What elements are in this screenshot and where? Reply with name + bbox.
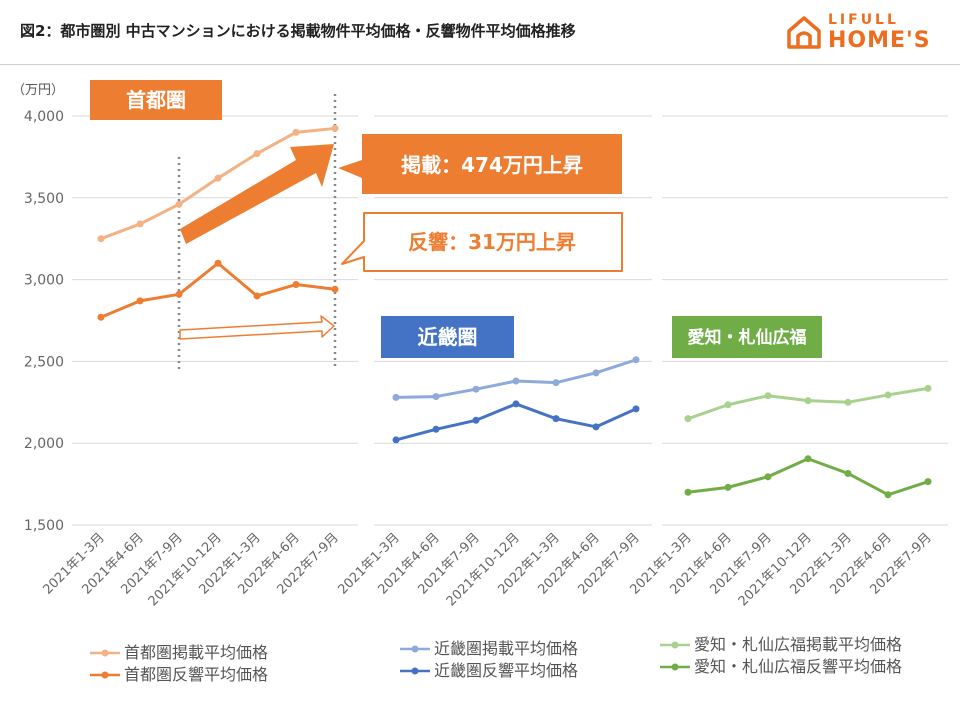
data-point xyxy=(292,281,300,289)
data-point xyxy=(472,416,480,424)
legend-item: 近畿圏掲載平均価格 xyxy=(400,638,578,660)
title-divider xyxy=(0,64,960,65)
callout-text: 掲載：474万円上昇 xyxy=(401,153,583,177)
region-label: 首都圏 xyxy=(126,88,186,112)
data-point xyxy=(392,393,400,401)
data-point xyxy=(924,384,932,392)
y-tick-label: 2,500 xyxy=(24,354,64,370)
data-point xyxy=(592,423,600,431)
y-tick-label: 3,000 xyxy=(24,273,64,289)
legend-kinki: 近畿圏掲載平均価格 近畿圏反響平均価格 xyxy=(400,638,578,682)
data-point xyxy=(331,124,339,132)
y-tick-label: 2,000 xyxy=(24,436,64,452)
legend-label: 愛知・札仙広福掲載平均価格 xyxy=(694,635,903,654)
data-point xyxy=(331,285,339,293)
data-point xyxy=(214,174,222,182)
data-point xyxy=(804,455,812,463)
data-point xyxy=(97,235,105,243)
data-point xyxy=(175,290,183,298)
series-line xyxy=(100,261,336,319)
x-tick-label: 2021年10-12月 xyxy=(444,530,523,609)
data-point xyxy=(552,415,560,423)
data-point xyxy=(684,415,692,423)
response-rise-callout: 反響：31万円上昇 xyxy=(341,212,623,272)
region-label: 愛知・札仙広福 xyxy=(688,327,807,348)
data-point xyxy=(764,473,772,481)
region-label-box xyxy=(672,316,822,358)
legend-aichi: 愛知・札仙広福掲載平均価格 愛知・札仙広福反響平均価格 xyxy=(660,634,902,678)
legend-item: 愛知・札仙広福反響平均価格 xyxy=(660,656,902,678)
arrow-shape xyxy=(180,144,334,244)
data-point xyxy=(136,297,144,305)
arrow-shape xyxy=(179,315,335,340)
data-point xyxy=(292,128,300,136)
data-point xyxy=(432,425,440,433)
logo-text-top: LIFULL xyxy=(828,12,899,28)
legend-label: 近畿圏掲載平均価格 xyxy=(434,639,579,658)
x-tick-label: 2021年10-12月 xyxy=(736,530,815,609)
region-label: 近畿圏 xyxy=(418,325,478,349)
data-point xyxy=(472,385,480,393)
region-label-box xyxy=(90,80,222,120)
region-label-box xyxy=(381,316,514,358)
data-point xyxy=(97,313,105,321)
logo-text-bottom: HOME'S xyxy=(828,28,931,53)
response-rise-arrow xyxy=(179,315,335,340)
legend-item: 首都圏反響平均価格 xyxy=(90,664,268,686)
data-point xyxy=(632,356,640,364)
data-point xyxy=(632,405,640,413)
legend-item: 近畿圏反響平均価格 xyxy=(400,660,578,682)
data-point xyxy=(512,377,520,385)
data-point xyxy=(592,369,600,377)
data-point xyxy=(392,436,400,444)
data-point xyxy=(764,392,772,400)
data-point xyxy=(175,200,183,208)
data-point xyxy=(253,150,261,158)
legend-label: 近畿圏反響平均価格 xyxy=(434,661,579,680)
house-icon xyxy=(787,16,821,49)
listing-rise-callout: 掲載：474万円上昇 xyxy=(338,134,622,194)
data-point xyxy=(432,393,440,401)
data-point xyxy=(924,478,932,486)
y-tick-label: 1,500 xyxy=(24,518,64,534)
legend-shutoken: 首都圏掲載平均価格 首都圏反響平均価格 xyxy=(90,642,268,686)
data-point xyxy=(724,401,732,409)
data-point xyxy=(136,220,144,228)
data-point xyxy=(804,397,812,405)
lifull-homes-logo: LIFULL HOME'S xyxy=(786,12,946,53)
legend-label: 首都圏掲載平均価格 xyxy=(124,643,269,662)
data-point xyxy=(844,398,852,406)
y-tick-label: 3,500 xyxy=(24,191,64,207)
callout-text: 反響：31万円上昇 xyxy=(408,230,576,254)
data-point xyxy=(253,292,261,300)
legend-item: 首都圏掲載平均価格 xyxy=(90,642,268,664)
legend-item: 愛知・札仙広福掲載平均価格 xyxy=(660,634,902,656)
callout-box xyxy=(341,212,623,272)
listing-rise-arrow xyxy=(180,144,334,244)
data-point xyxy=(512,400,520,408)
data-point xyxy=(884,491,892,499)
data-point xyxy=(844,469,852,477)
data-point xyxy=(724,483,732,491)
series-line xyxy=(395,402,637,442)
page-title: 図2：都市圏別 中古マンションにおける掲載物件平均価格・反響物件平均価格推移 xyxy=(20,22,576,40)
callout-box xyxy=(338,134,622,194)
y-axis-unit-label: （万円） xyxy=(12,83,64,98)
data-point xyxy=(552,379,560,387)
legend-label: 首都圏反響平均価格 xyxy=(124,665,269,684)
y-tick-label: 4,000 xyxy=(24,109,64,125)
data-point xyxy=(214,259,222,267)
data-point xyxy=(884,391,892,399)
legend-label: 愛知・札仙広福反響平均価格 xyxy=(694,657,903,676)
data-point xyxy=(684,488,692,496)
series-line xyxy=(687,457,929,497)
